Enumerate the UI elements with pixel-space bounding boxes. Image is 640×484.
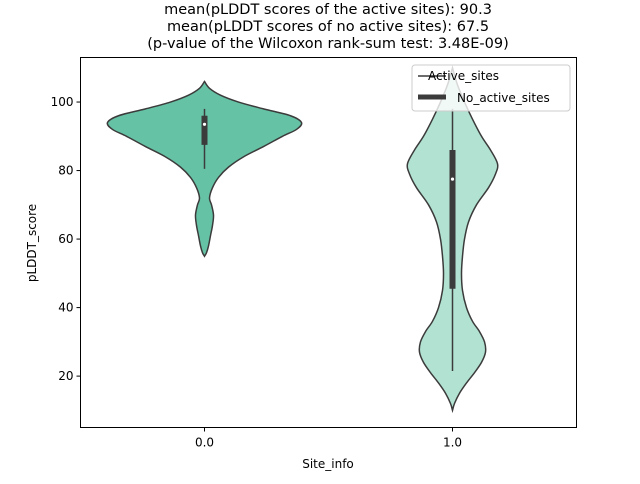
median-dot-0.0 [202, 122, 207, 126]
legend-label-no-active-sites: No_active_sites [457, 91, 550, 105]
legend-label-active-sites: Active_sites [428, 69, 499, 83]
y-tick-label-40: 40 [58, 301, 73, 315]
chart-title-line-3: (p-value of the Wilcoxon rank-sum test: … [147, 36, 508, 52]
chart-title-line-2: mean(pLDDT scores of no active sites): 6… [167, 19, 489, 35]
plot-frame [80, 57, 577, 428]
y-tick-label-80: 80 [58, 164, 73, 178]
x-tick-label-1.0: 1.0 [443, 436, 462, 450]
x-axis-ticks: 0.0 1.0 [195, 427, 462, 450]
y-axis-label: pLDDT_score [25, 204, 39, 282]
y-tick-label-100: 100 [51, 95, 74, 109]
x-axis-label: Site_info [302, 457, 354, 471]
legend: Active_sites No_active_sites [411, 64, 571, 112]
violin-layer [106, 65, 499, 414]
median-dot-1.0 [450, 177, 455, 181]
y-tick-label-60: 60 [58, 232, 73, 246]
iqr-box-1.0 [449, 150, 456, 289]
legend-box [411, 64, 571, 112]
y-axis-ticks: 20 40 60 80 100 [51, 95, 81, 383]
chart-title-line-1: mean(pLDDT scores of the active sites): … [164, 2, 492, 18]
x-tick-label-0.0: 0.0 [195, 436, 214, 450]
box-layer [201, 108, 456, 371]
y-tick-label-20: 20 [58, 369, 73, 383]
iqr-box-0.0 [201, 115, 208, 145]
